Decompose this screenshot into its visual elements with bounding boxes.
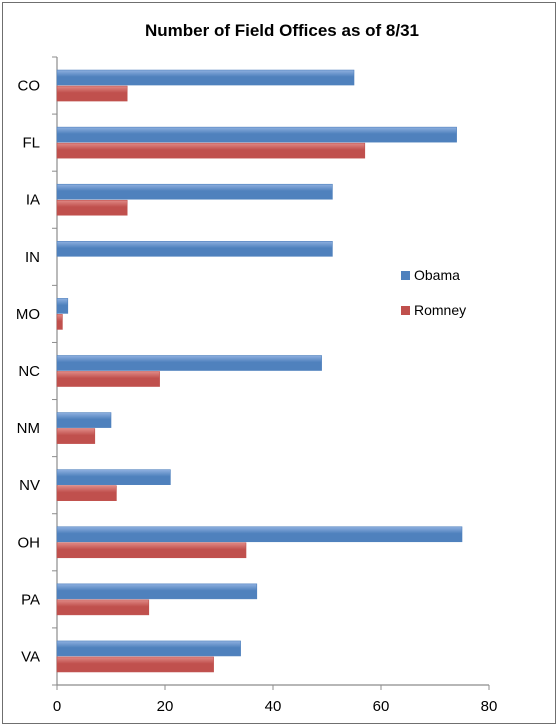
category-label-nc: NC [18,363,40,380]
bar-obama-oh [56,526,463,543]
bar-obama-mo [56,298,69,314]
x-tick-label-20: 20 [157,698,174,715]
chart-x-ticks: 0 20 40 60 80 [53,685,498,715]
chart-title: Number of Field Offices as of 8/31 [145,21,419,40]
category-label-ia: IA [26,192,40,209]
x-tick-label-80: 80 [481,698,498,715]
category-label-nv: NV [19,477,40,494]
bar-obama-co [56,69,355,86]
bar-romney-pa [56,599,150,616]
chart-legend: Obama Romney [401,267,466,318]
bar-obama-fl [56,126,457,143]
bar-obama-nc [56,355,322,371]
legend-label-obama: Obama [414,267,460,283]
chart-bars [56,69,463,673]
category-label-nm: NM [17,420,40,437]
category-label-in: IN [25,249,40,266]
category-label-oh: OH [18,534,41,551]
category-label-va: VA [21,648,40,665]
category-label-pa: PA [21,591,40,608]
bar-obama-nm [56,412,112,428]
bar-obama-va [56,640,241,657]
x-tick-label-40: 40 [265,698,282,715]
legend-swatch-romney [401,306,410,315]
bar-romney-fl [56,142,366,159]
bar-romney-nm [56,428,96,444]
category-label-co: CO [18,78,41,95]
bar-romney-nv [56,485,117,501]
x-tick-label-60: 60 [373,698,390,715]
bar-romney-mo [56,314,63,330]
legend-swatch-obama [401,271,410,280]
chart-category-labels: CO FL IA IN MO NC NM NV OH PA VA [16,78,40,666]
bar-romney-va [56,656,214,673]
bar-romney-oh [56,542,247,559]
bar-obama-pa [56,583,258,600]
x-tick-label-0: 0 [53,698,61,715]
bar-obama-ia [56,183,333,200]
bar-romney-ia [56,199,128,216]
bar-romney-co [56,85,128,102]
bar-romney-nc [56,371,160,387]
legend-label-romney: Romney [414,302,466,318]
category-label-fl: FL [22,135,40,152]
bar-obama-nv [56,469,171,485]
bar-obama-in [56,241,333,257]
category-label-mo: MO [16,306,40,323]
